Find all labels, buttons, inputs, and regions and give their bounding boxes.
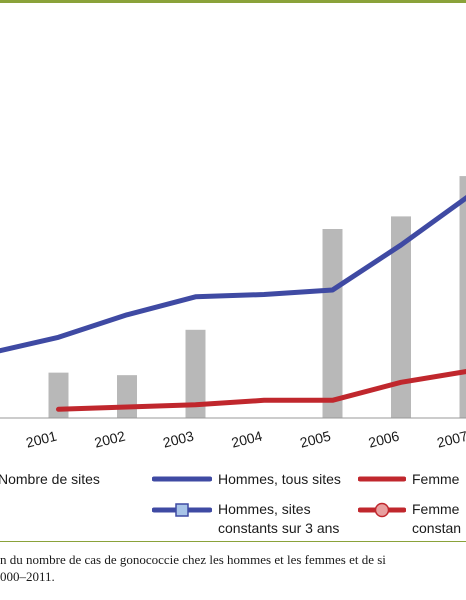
caption-line-1: n du nombre de cas de gonococcie chez le… (0, 552, 386, 567)
square-marker-icon (175, 503, 189, 517)
bottom-rule (0, 541, 466, 542)
legend-label-hommes-constants-1: Hommes, sites (218, 501, 311, 517)
x-tick-label: 2002 (93, 428, 127, 451)
x-tick-label: 2001 (24, 428, 58, 451)
series-line-0 (0, 194, 466, 354)
chart: 2001200220032004200520062007200820092010 (0, 176, 466, 451)
legend-label-femmes-constants-1: Femme (412, 501, 460, 517)
bar-2005 (322, 229, 343, 418)
line-group (0, 194, 466, 412)
bar-2007 (459, 176, 466, 418)
x-tick-label: 2005 (298, 428, 332, 451)
legend-swatch-hommes-constants (152, 503, 212, 517)
legend-swatch-hommes-tous (152, 476, 212, 482)
bar-2002 (117, 375, 137, 418)
bar-2006 (391, 216, 411, 418)
x-tick-label: 2004 (230, 428, 264, 451)
series-line-2 (56, 369, 466, 412)
legend-label-femmes-tous: Femme (412, 471, 460, 487)
bar-group (48, 176, 466, 418)
top-rule (0, 0, 466, 3)
tick-labels: 2001200220032004200520062007200820092010 (24, 428, 466, 451)
figure-caption: n du nombre de cas de gonococcie chez le… (0, 551, 466, 585)
bar-2003 (185, 329, 206, 418)
x-tick-label: 2007 (435, 428, 466, 451)
circle-marker-icon (374, 502, 390, 518)
legend-swatch-femmes-constants (358, 502, 406, 518)
legend-label-hommes-tous: Hommes, tous sites (218, 471, 341, 487)
legend-label-sites: Nombre de sites (0, 471, 100, 487)
legend-label-femmes-constants-2: constan (412, 520, 462, 536)
legend-swatch-femmes-tous (358, 476, 406, 482)
legend-label-hommes-constants-2: constants sur 3 ans (218, 520, 340, 536)
x-tick-label: 2006 (367, 428, 401, 451)
x-tick-label: 2003 (161, 428, 195, 451)
caption-line-2: 000–2011. (0, 569, 55, 584)
